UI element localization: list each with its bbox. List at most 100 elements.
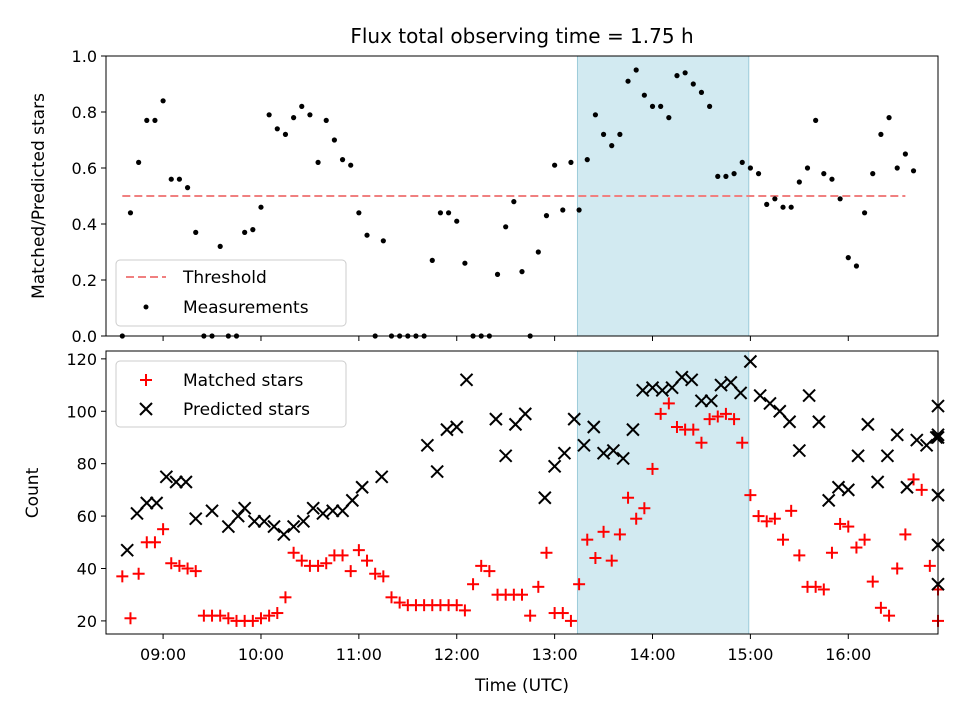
measurement-point: [127, 210, 134, 216]
measurement-point: [861, 210, 868, 216]
predicted-star-point: [257, 514, 271, 529]
predicted-star-point: [714, 378, 728, 392]
predicted-star-point: [596, 446, 611, 460]
matched-star-point: [181, 562, 194, 575]
matched-star-point: [695, 436, 708, 449]
matched-star-point: [564, 614, 577, 627]
matched-star-point: [271, 607, 284, 620]
matched-star-point: [923, 559, 936, 572]
predicted-star-point: [655, 383, 670, 398]
measurement-point: [250, 227, 256, 233]
measurement-point: [894, 165, 900, 171]
legend-predicted-swatch: [139, 402, 153, 416]
matched-star-point: [858, 533, 871, 546]
measurement-point: [258, 204, 264, 210]
measurement-point: [910, 168, 917, 174]
matched-star-point: [768, 512, 781, 525]
measurement-point: [348, 162, 354, 168]
matched-star-point: [597, 525, 610, 538]
bottom-legend: Matched stars Predicted stars: [115, 360, 347, 428]
measurement-point: [829, 176, 835, 182]
matched-star-point: [687, 423, 700, 436]
matched-star-point: [524, 609, 537, 622]
predicted-stars-points: [120, 354, 945, 591]
matched-star-point: [344, 565, 357, 578]
predicted-star-point: [675, 370, 689, 384]
measurement-point: [568, 159, 574, 165]
chart-title: Flux total observing time = 1.75 h: [350, 24, 693, 48]
top-x-ticks: [162, 336, 849, 341]
top-y-axis-label: Matched/Predicted stars: [29, 93, 49, 299]
matched-star-point: [287, 546, 300, 559]
measurement-point: [870, 171, 876, 177]
measurement-point: [780, 204, 786, 210]
predicted-star-point: [345, 493, 360, 508]
predicted-star-point: [792, 443, 807, 458]
top-y-tick-label: 0.6: [72, 159, 97, 178]
measurement-point: [511, 199, 517, 205]
predicted-star-point: [189, 511, 203, 526]
predicted-star-point: [704, 394, 718, 408]
measurement-point: [242, 229, 248, 235]
predicted-star-point: [335, 504, 350, 518]
predicted-star-point: [910, 433, 924, 447]
bottom-y-axis-label: Count: [23, 467, 43, 518]
matched-star-point: [336, 549, 349, 562]
legend-matched-label: Matched stars: [183, 371, 303, 391]
predicted-star-point: [430, 464, 444, 479]
measurement-point: [796, 179, 802, 185]
matched-star-point: [516, 588, 528, 601]
measurement-point: [160, 98, 166, 104]
matched-star-point: [834, 517, 847, 530]
predicted-star-point: [169, 475, 183, 489]
predicted-star-point: [149, 496, 164, 510]
predicted-star-point: [247, 514, 262, 529]
measurement-point: [519, 269, 525, 275]
predicted-star-point: [286, 519, 301, 534]
measurements-points: [119, 67, 917, 339]
measurement-point: [731, 171, 737, 177]
measurement-point: [649, 103, 656, 109]
bottom-y-tick-label: 100: [66, 402, 97, 421]
measurement-point: [772, 196, 778, 202]
measurement-point: [584, 157, 590, 163]
matched-star-point: [670, 420, 683, 433]
measurement-point: [690, 81, 696, 87]
predicted-star-point: [267, 519, 281, 534]
predicted-star-point: [296, 514, 311, 529]
measurement-point: [592, 112, 599, 118]
predicted-star-point: [626, 422, 640, 437]
matched-star-point: [157, 523, 170, 536]
matched-star-point: [467, 578, 480, 591]
measurement-point: [755, 171, 762, 177]
predicted-star-point: [753, 388, 767, 403]
predicted-star-point: [733, 386, 748, 400]
predicted-star-point: [120, 543, 134, 557]
x-tick-label: 11:00: [336, 645, 382, 664]
matched-star-point: [246, 614, 259, 627]
predicted-star-point: [459, 373, 474, 387]
predicted-star-point: [179, 475, 193, 489]
matched-star-point: [573, 578, 586, 591]
predicted-star-point: [316, 506, 330, 521]
matched-star-point: [589, 552, 602, 565]
measurement-point: [747, 165, 753, 171]
measurement-point: [136, 159, 142, 165]
matched-star-point: [116, 570, 129, 583]
matched-star-point: [312, 559, 325, 572]
matched-star-point: [817, 583, 830, 596]
matched-star-point: [825, 546, 838, 559]
predicted-star-point: [645, 380, 660, 395]
x-tick-label: 15:00: [727, 645, 773, 664]
measurement-point: [380, 238, 386, 244]
measurement-point: [845, 255, 851, 261]
measurement-point: [682, 70, 688, 76]
measurement-point: [454, 218, 460, 224]
matched-star-point: [907, 473, 920, 486]
measurement-point: [315, 159, 321, 165]
matched-star-point: [369, 567, 382, 580]
measurement-point: [184, 185, 191, 191]
top-legend-box: [115, 259, 347, 327]
top-y-tick-label: 1.0: [72, 47, 97, 66]
